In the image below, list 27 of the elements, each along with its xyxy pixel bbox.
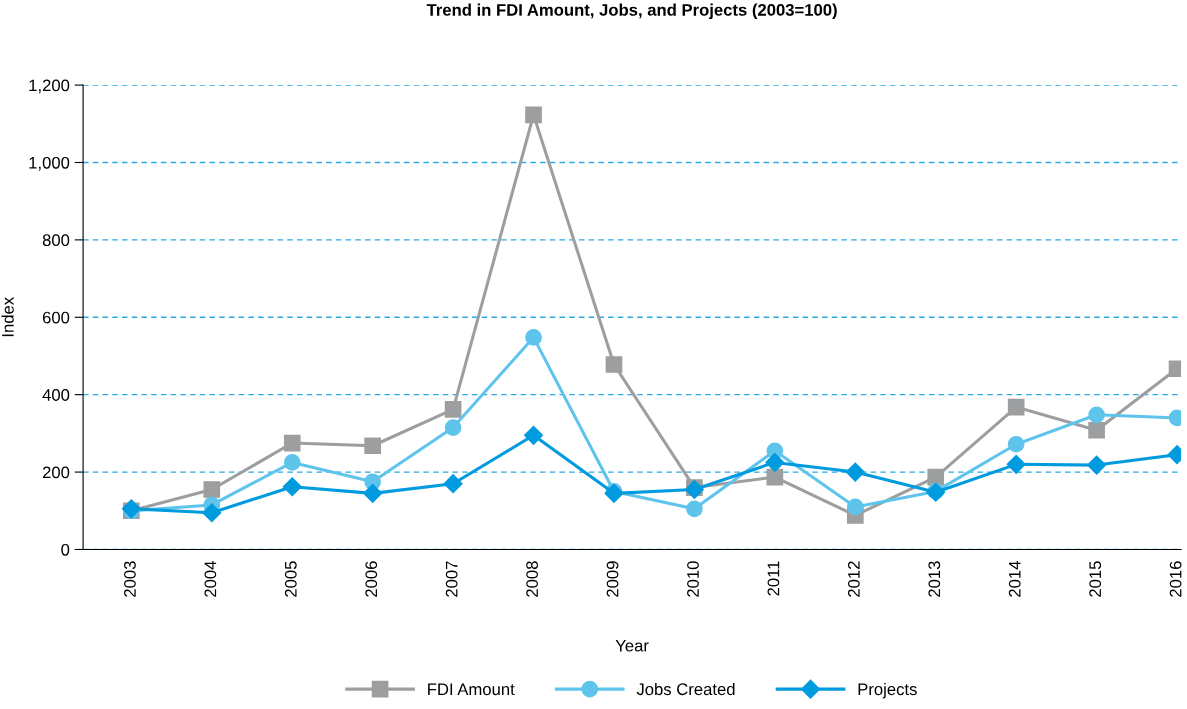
legend-label: FDI Amount bbox=[428, 683, 515, 696]
x-tick-label: 2006 bbox=[365, 561, 378, 597]
y-tick-label: 400 bbox=[42, 389, 70, 401]
x-tick-label: 2007 bbox=[445, 561, 458, 597]
x-tick-label: 2014 bbox=[1008, 561, 1021, 597]
x-tick-label: 2004 bbox=[204, 561, 217, 597]
x-tick-label: 2008 bbox=[526, 561, 539, 597]
x-tick-label: 2013 bbox=[928, 561, 941, 597]
x-tick-label: 2015 bbox=[1089, 561, 1102, 597]
x-tick-label: 2003 bbox=[124, 561, 136, 597]
chart-title: Trend in FDI Amount, Jobs, and Projects (2003=100) bbox=[426, 3, 837, 20]
y-tick-label: 1,200 bbox=[29, 79, 70, 94]
y-axis-title: Index bbox=[1, 297, 14, 337]
x-tick-label: 2005 bbox=[284, 561, 297, 597]
y-tick-label: 200 bbox=[42, 466, 70, 479]
y-tick-label: 1,000 bbox=[29, 156, 70, 171]
y-tick-label: 600 bbox=[42, 311, 70, 324]
y-tick-label: 0 bbox=[61, 543, 70, 556]
x-tick-label: 2016 bbox=[1169, 561, 1182, 597]
x-axis-title: Year bbox=[615, 639, 649, 652]
x-tick-label: 2010 bbox=[687, 561, 699, 597]
x-tick-label: 2011 bbox=[767, 561, 780, 596]
y-tick-label: 800 bbox=[42, 234, 70, 247]
x-tick-label: 2012 bbox=[847, 561, 860, 597]
legend-label: Projects bbox=[858, 682, 917, 699]
x-tick-label: 2009 bbox=[606, 561, 619, 597]
legend-label: Jobs Created bbox=[636, 682, 735, 696]
